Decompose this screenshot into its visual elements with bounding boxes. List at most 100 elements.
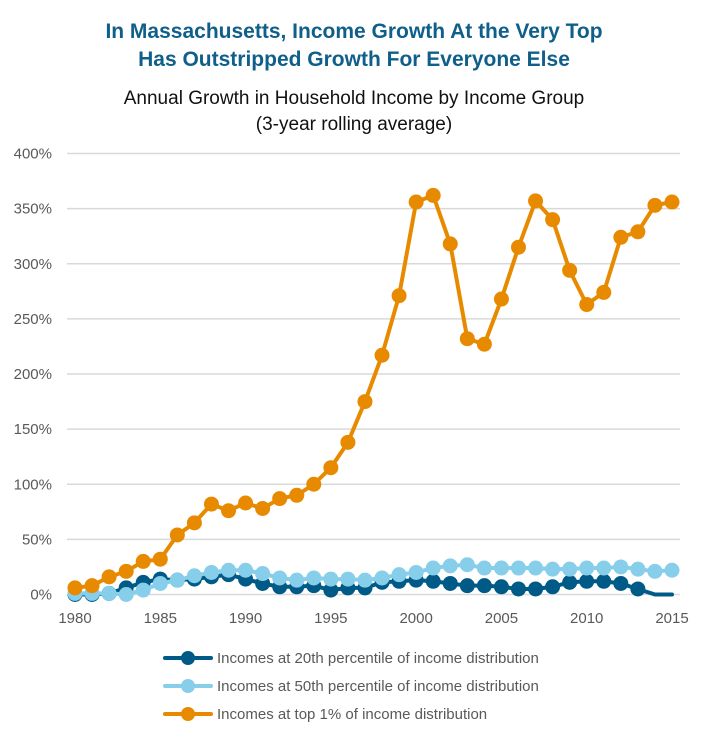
- data-point[interactable]: [357, 572, 373, 588]
- data-point[interactable]: [135, 582, 151, 598]
- data-point[interactable]: [323, 582, 339, 598]
- data-point[interactable]: [459, 578, 475, 594]
- data-point[interactable]: [67, 580, 83, 596]
- data-point[interactable]: [340, 434, 356, 450]
- data-point[interactable]: [135, 553, 151, 569]
- data-point[interactable]: [493, 560, 509, 576]
- legend-swatch-top-1-percent: [163, 707, 215, 721]
- data-point[interactable]: [510, 581, 526, 597]
- data-point[interactable]: [374, 347, 390, 363]
- legend-item-top-1-percent[interactable]: Incomes at top 1% of income distribution: [163, 700, 539, 728]
- data-point[interactable]: [528, 193, 544, 209]
- series-line: [73, 193, 674, 590]
- legend-swatch-50th-percentile: [163, 679, 215, 693]
- data-point[interactable]: [118, 587, 134, 602]
- data-point[interactable]: [476, 560, 492, 576]
- data-point[interactable]: [289, 572, 305, 588]
- data-point[interactable]: [391, 567, 407, 583]
- data-point[interactable]: [186, 515, 202, 531]
- legend-label: Incomes at top 1% of income distribution: [217, 705, 488, 723]
- data-point[interactable]: [152, 551, 168, 567]
- data-point[interactable]: [203, 496, 219, 512]
- data-point[interactable]: [545, 212, 561, 228]
- data-point[interactable]: [84, 578, 100, 594]
- y-tick-label: 250%: [14, 311, 52, 328]
- legend-item-50th-percentile[interactable]: Incomes at 50th percentile of income dis…: [163, 672, 539, 700]
- data-point[interactable]: [562, 561, 578, 577]
- data-point[interactable]: [647, 197, 663, 213]
- data-point[interactable]: [528, 560, 544, 576]
- data-point[interactable]: [323, 460, 339, 476]
- data-point[interactable]: [306, 570, 322, 586]
- x-tick-label: 1980: [58, 610, 91, 627]
- data-point[interactable]: [630, 581, 646, 597]
- data-point[interactable]: [613, 575, 629, 591]
- data-point[interactable]: [425, 573, 441, 589]
- data-point[interactable]: [425, 560, 441, 576]
- data-point[interactable]: [118, 563, 134, 579]
- data-point[interactable]: [186, 568, 202, 584]
- data-point[interactable]: [357, 394, 373, 410]
- data-point[interactable]: [221, 562, 237, 578]
- data-point[interactable]: [579, 573, 595, 589]
- data-point[interactable]: [408, 194, 424, 210]
- data-point[interactable]: [391, 288, 407, 304]
- data-point[interactable]: [545, 579, 561, 595]
- data-point[interactable]: [306, 476, 322, 492]
- y-tick-label: 300%: [14, 256, 52, 273]
- data-point[interactable]: [562, 262, 578, 278]
- data-point[interactable]: [493, 579, 509, 595]
- data-point[interactable]: [323, 571, 339, 587]
- data-point[interactable]: [442, 558, 458, 574]
- legend-item-20th-percentile[interactable]: Incomes at 20th percentile of income dis…: [163, 644, 539, 672]
- data-point[interactable]: [408, 564, 424, 580]
- data-point[interactable]: [579, 297, 595, 313]
- y-tick-label: 400%: [14, 146, 52, 163]
- data-point[interactable]: [664, 562, 680, 578]
- data-point[interactable]: [476, 336, 492, 352]
- data-point[interactable]: [664, 194, 680, 210]
- data-point[interactable]: [272, 491, 288, 507]
- data-point[interactable]: [238, 495, 254, 511]
- data-point[interactable]: [442, 236, 458, 252]
- data-point[interactable]: [101, 569, 117, 585]
- data-point[interactable]: [169, 527, 185, 543]
- data-point[interactable]: [493, 291, 509, 307]
- data-point[interactable]: [459, 557, 475, 573]
- data-point[interactable]: [596, 560, 612, 576]
- data-point[interactable]: [562, 574, 578, 590]
- data-point[interactable]: [630, 561, 646, 577]
- data-point[interactable]: [476, 578, 492, 594]
- data-point[interactable]: [596, 573, 612, 589]
- data-point[interactable]: [442, 575, 458, 591]
- data-point[interactable]: [374, 570, 390, 586]
- data-point[interactable]: [510, 560, 526, 576]
- legend-swatch-20th-percentile: [163, 651, 215, 665]
- data-point[interactable]: [613, 229, 629, 245]
- data-point[interactable]: [272, 570, 288, 586]
- data-point[interactable]: [255, 566, 271, 582]
- data-point[interactable]: [203, 564, 219, 580]
- data-point[interactable]: [528, 581, 544, 597]
- data-point[interactable]: [630, 224, 646, 240]
- y-tick-label: 150%: [14, 421, 52, 438]
- data-point[interactable]: [647, 563, 663, 579]
- data-point[interactable]: [510, 239, 526, 255]
- data-point[interactable]: [340, 571, 356, 587]
- data-point[interactable]: [579, 560, 595, 576]
- data-point[interactable]: [459, 331, 475, 347]
- data-point[interactable]: [238, 562, 254, 578]
- chart-title-line-2: Has Outstripped Growth For Everyone Else: [138, 48, 570, 71]
- data-point[interactable]: [289, 487, 305, 503]
- data-point[interactable]: [152, 575, 168, 591]
- data-point[interactable]: [545, 561, 561, 577]
- data-point[interactable]: [255, 501, 271, 517]
- data-point[interactable]: [169, 572, 185, 588]
- data-point[interactable]: [221, 503, 237, 519]
- data-point[interactable]: [596, 284, 612, 300]
- data-point[interactable]: [101, 585, 117, 601]
- legend-marker: [181, 651, 195, 665]
- data-point[interactable]: [425, 187, 441, 203]
- data-point[interactable]: [613, 559, 629, 575]
